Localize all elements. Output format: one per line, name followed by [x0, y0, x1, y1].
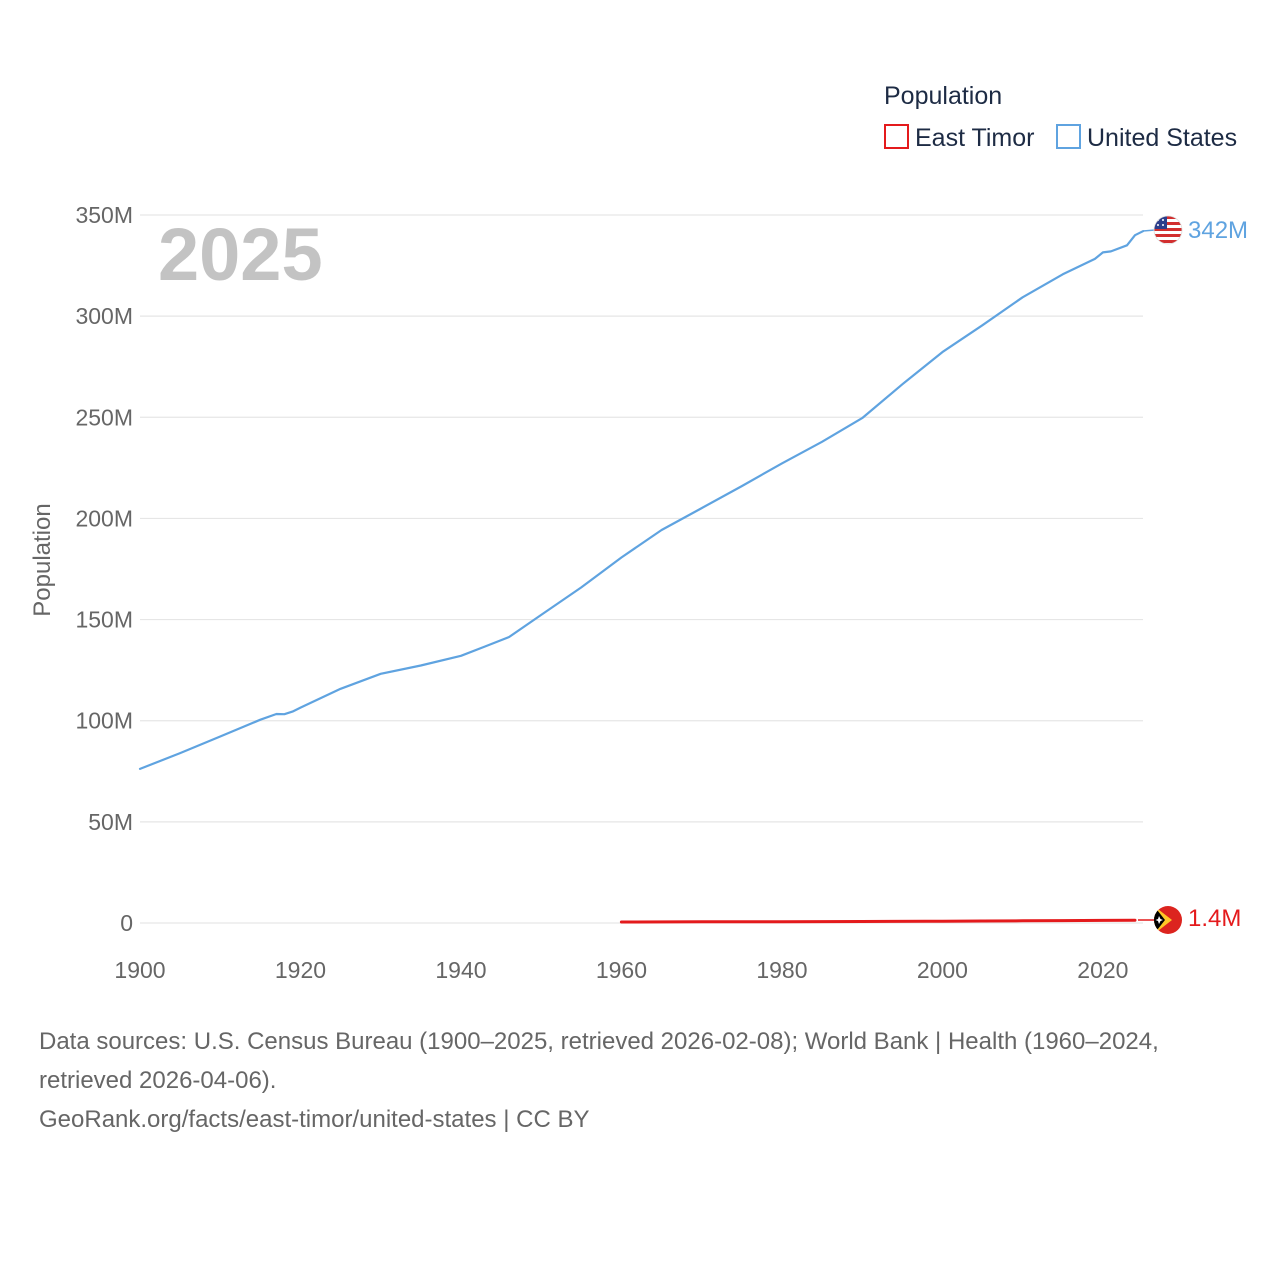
us-end-value-label: 342M	[1188, 217, 1248, 244]
legend-swatch-east-timor[interactable]	[884, 124, 909, 149]
series-lines	[138, 230, 1145, 924]
y-tick-label: 300M	[75, 303, 133, 329]
x-tick-label: 1920	[275, 957, 326, 983]
series-line-east-timor[interactable]	[619, 918, 1137, 924]
sources-attribution[interactable]: GeoRank.org/facts/east-timor/united-stat…	[39, 1106, 590, 1133]
y-axis-tick-labels: 0 50M 100M 150M 200M 250M 300M 350M	[75, 202, 133, 936]
sources-line-2: retrieved 2026-04-06).	[39, 1067, 277, 1094]
x-tick-label: 1940	[435, 957, 486, 983]
gridlines	[140, 214, 1143, 924]
y-tick-label: 350M	[75, 202, 133, 228]
us-connector-line	[1142, 229, 1156, 232]
east-timor-flag-icon	[1138, 906, 1182, 934]
y-tick-label: 200M	[75, 505, 133, 531]
year-label: 2025	[158, 213, 323, 296]
y-axis-title: Population	[29, 503, 56, 616]
x-tick-label: 1900	[114, 957, 165, 983]
east-timor-end-value-label: 1.4M	[1188, 905, 1241, 932]
sources-line-1: Data sources: U.S. Census Bureau (1900–2…	[39, 1028, 1159, 1055]
legend-label-united-states[interactable]: United States	[1087, 124, 1237, 152]
x-tick-label: 2020	[1077, 957, 1128, 983]
x-tick-label: 1960	[596, 957, 647, 983]
us-flag-icon	[1142, 215, 1183, 245]
x-tick-label: 2000	[917, 957, 968, 983]
legend-title: Population	[884, 82, 1002, 110]
y-tick-label: 250M	[75, 404, 133, 430]
x-axis-tick-labels: 1900 1920 1940 1960 1980 2000 2020	[114, 957, 1128, 983]
y-tick-label: 150M	[75, 607, 133, 633]
legend: Population East Timor United States	[884, 82, 1237, 152]
x-tick-label: 1980	[756, 957, 807, 983]
y-tick-label: 100M	[75, 708, 133, 734]
data-sources-footer: Data sources: U.S. Census Bureau (1900–2…	[39, 1022, 1249, 1139]
legend-label-east-timor[interactable]: East Timor	[915, 124, 1034, 152]
y-tick-label: 50M	[88, 809, 133, 835]
y-tick-label: 0	[120, 910, 133, 936]
legend-swatch-united-states[interactable]	[1056, 124, 1081, 149]
series-line-united-states[interactable]	[138, 230, 1145, 771]
